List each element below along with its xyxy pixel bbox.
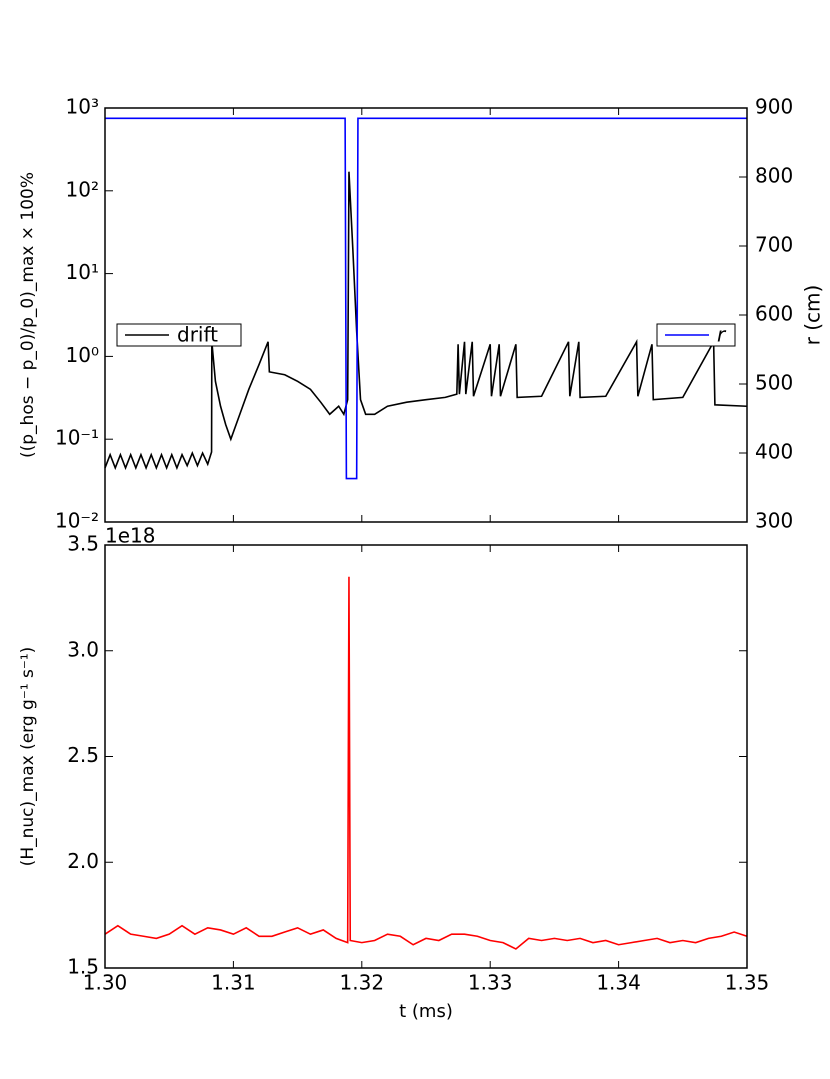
y2-tick-label: 300	[755, 509, 793, 533]
y2-axis-label: r (cm)	[801, 285, 825, 346]
y-tick-label: 10⁰	[66, 343, 99, 367]
x-axis-label: t (ms)	[399, 1001, 453, 1022]
x-tick-label: 1.35	[725, 971, 770, 995]
y2-tick-label: 800	[755, 164, 793, 188]
y2-tick-label: 400	[755, 440, 793, 464]
series-line	[104, 576, 748, 950]
y-tick-label: 10¹	[66, 260, 99, 284]
y2-tick-label: 600	[755, 302, 793, 326]
y-tick-label: 1.5	[67, 955, 99, 979]
y2-tick-label: 900	[755, 95, 793, 119]
y-tick-label: 2.5	[67, 743, 99, 767]
y2-tick-label: 700	[755, 233, 793, 257]
x-tick-label: 1.34	[596, 971, 641, 995]
offset-label: 1e18	[105, 524, 155, 548]
y-tick-label: 3.5	[67, 532, 99, 556]
y-tick-label: 10⁻²	[55, 509, 99, 533]
x-tick-label: 1.31	[211, 971, 256, 995]
y-axis-label: (H_nuc)_max (erg g⁻¹ s⁻¹)	[18, 647, 38, 867]
series-line	[104, 171, 748, 471]
series-line	[105, 117, 747, 480]
legend-label: drift	[177, 323, 218, 347]
y-tick-label: 2.0	[67, 849, 99, 873]
y-tick-label: 10⁻¹	[55, 426, 99, 450]
x-tick-label: 1.32	[340, 971, 385, 995]
y2-tick-label: 500	[755, 371, 793, 395]
y-tick-label: 10³	[66, 95, 99, 119]
plot-frame	[104, 544, 748, 969]
x-tick-label: 1.33	[468, 971, 513, 995]
plot-frame	[104, 107, 748, 523]
y-axis-label: ((p_hos − p_0)/p_0)_max × 100%	[18, 172, 38, 458]
y-tick-label: 10²	[66, 177, 99, 201]
y-tick-label: 3.0	[67, 637, 99, 661]
legend-box	[116, 323, 242, 347]
x-tick-label: 1.30	[83, 971, 128, 995]
legend-label: r	[717, 323, 727, 347]
